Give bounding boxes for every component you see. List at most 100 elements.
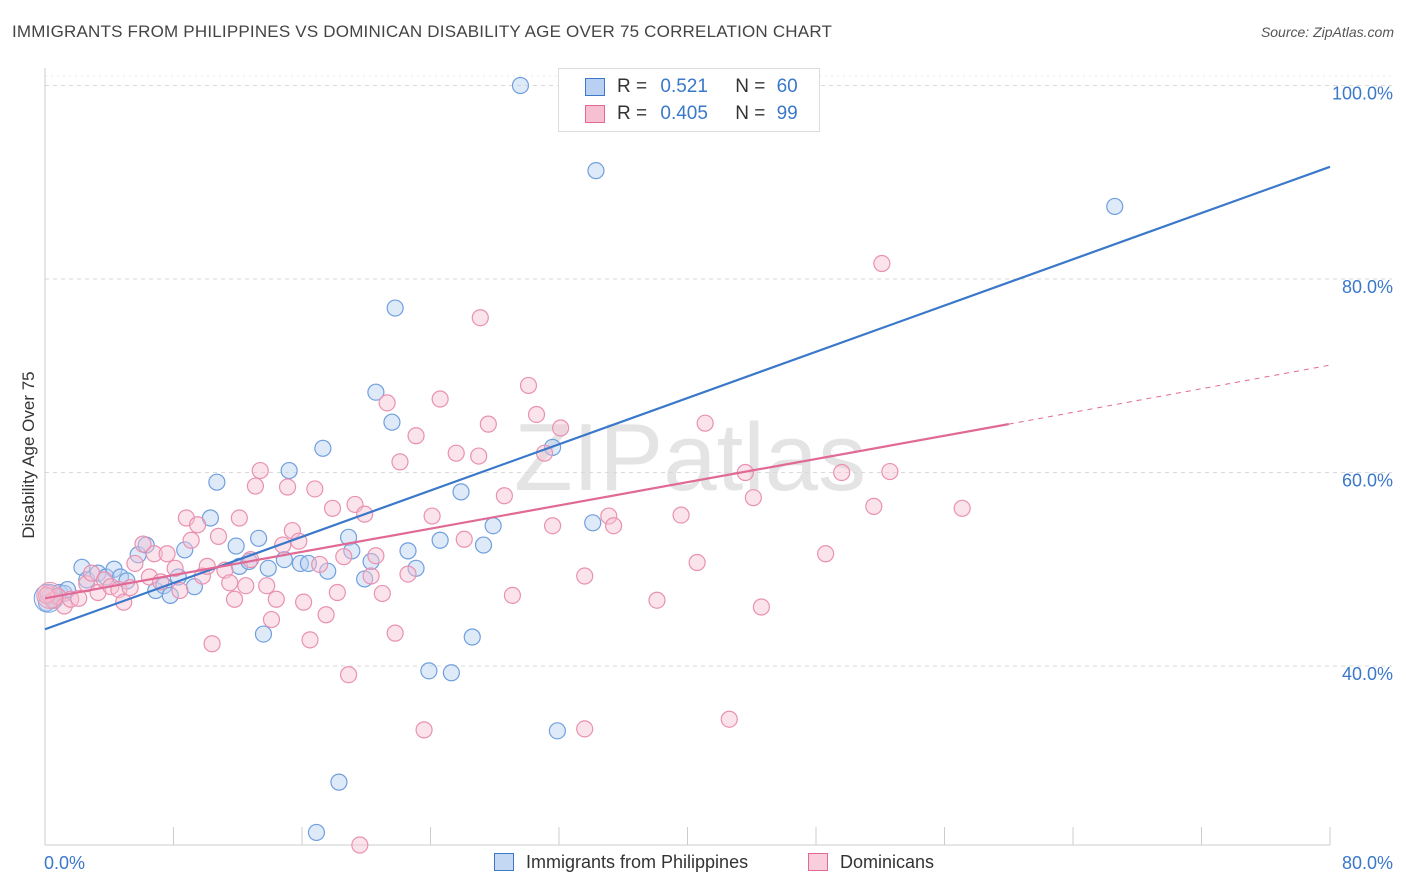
trend-lines [44, 165, 1331, 631]
data-point [587, 162, 605, 180]
data-point [339, 666, 358, 684]
data-point [399, 542, 417, 560]
data-point [209, 527, 228, 545]
data-point [752, 598, 770, 616]
data-point [720, 710, 738, 728]
data-point [295, 593, 313, 611]
data-point [227, 537, 245, 555]
data-point [399, 565, 417, 583]
source-label: Source: ZipAtlas.com [1260, 24, 1394, 40]
data-point [262, 610, 281, 629]
trend-line-philippines [44, 165, 1331, 631]
chart-title: IMMIGRANTS FROM PHILIPPINES VS DOMINICAN… [12, 22, 833, 41]
data-point [386, 299, 404, 317]
data-point [203, 635, 221, 653]
data-point [431, 390, 449, 408]
data-point [447, 444, 465, 462]
data-point [221, 574, 239, 592]
data-point [1106, 197, 1124, 216]
data-point [38, 586, 56, 604]
data-point [503, 586, 522, 604]
y-axis-label: Disability Age Over 75 [19, 371, 38, 538]
trend-line-dominicans-extension [1008, 364, 1331, 425]
data-point [251, 461, 269, 480]
bottom-legend-swatch-pink [808, 853, 828, 871]
x-tick-label: 80.0% [1342, 853, 1393, 873]
data-point [463, 628, 481, 646]
watermark: ZIPatlas [514, 404, 866, 511]
data-point [386, 624, 404, 642]
trend-line-dominicans [44, 423, 1009, 600]
bottom-legend-philippines: Immigrants from Philippines [494, 852, 748, 873]
data-point [278, 478, 297, 496]
legend-r-value: 0.405 [660, 103, 708, 124]
data-point [311, 555, 329, 574]
data-point [267, 590, 285, 608]
data-point [317, 606, 335, 624]
data-point [314, 439, 332, 457]
data-point [479, 415, 497, 433]
data-point [237, 577, 255, 595]
data-point [543, 517, 562, 535]
data-point [351, 836, 369, 854]
data-point [328, 583, 346, 602]
data-point [134, 535, 152, 553]
series-philippines [33, 76, 1124, 842]
data-point [339, 528, 358, 546]
data-point [73, 558, 91, 576]
data-point [452, 483, 470, 501]
tick-labels: 40.0% 60.0% 80.0% 100.0% 0.0% 80.0% [44, 84, 1393, 873]
data-point [672, 506, 690, 524]
data-point [182, 531, 200, 549]
legend-swatch-pink [585, 105, 605, 123]
data-point [688, 553, 706, 572]
data-point [373, 584, 391, 603]
bottom-legend-label: Immigrants from Philippines [526, 852, 749, 872]
data-point [323, 499, 342, 517]
data-point [254, 625, 273, 643]
data-point [70, 589, 88, 607]
data-point [865, 497, 883, 515]
data-point [367, 547, 385, 565]
data-point [471, 309, 489, 327]
legend-r-label: R = [617, 76, 648, 97]
data-point [648, 591, 666, 609]
data-point [576, 567, 594, 585]
data-point [225, 590, 244, 608]
data-point [301, 631, 319, 649]
data-point [306, 480, 324, 498]
data-point [161, 586, 179, 604]
y-tick-label: 40.0% [1342, 664, 1393, 684]
data-point [55, 597, 73, 615]
data-point [250, 529, 268, 547]
grid-lines [45, 75, 1392, 667]
legend-swatch-blue [585, 78, 605, 96]
data-point [431, 531, 449, 549]
data-point [126, 554, 144, 573]
data-point [115, 593, 133, 611]
data-point [474, 536, 493, 554]
data-point [552, 419, 570, 437]
data-point [280, 461, 298, 480]
y-tick-label: 80.0% [1342, 277, 1393, 297]
y-tick-label: 60.0% [1342, 471, 1393, 491]
x-tick-label: 0.0% [44, 853, 85, 873]
data-point [442, 664, 460, 682]
data-point [833, 463, 851, 482]
data-point [378, 394, 396, 412]
data-point [548, 722, 566, 740]
y-tick-label: 100.0% [1332, 84, 1393, 104]
legend-r-value: 0.521 [660, 76, 708, 97]
data-point [484, 517, 502, 535]
data-point [495, 487, 513, 505]
data-point [330, 773, 348, 791]
bottom-legend-label: Dominicans [840, 852, 935, 872]
bottom-legend-swatch-blue [494, 853, 514, 871]
data-point [145, 545, 163, 563]
data-point [605, 517, 623, 535]
data-point [89, 564, 107, 582]
data-point [362, 567, 380, 585]
data-point [881, 462, 899, 481]
data-point [176, 541, 194, 559]
